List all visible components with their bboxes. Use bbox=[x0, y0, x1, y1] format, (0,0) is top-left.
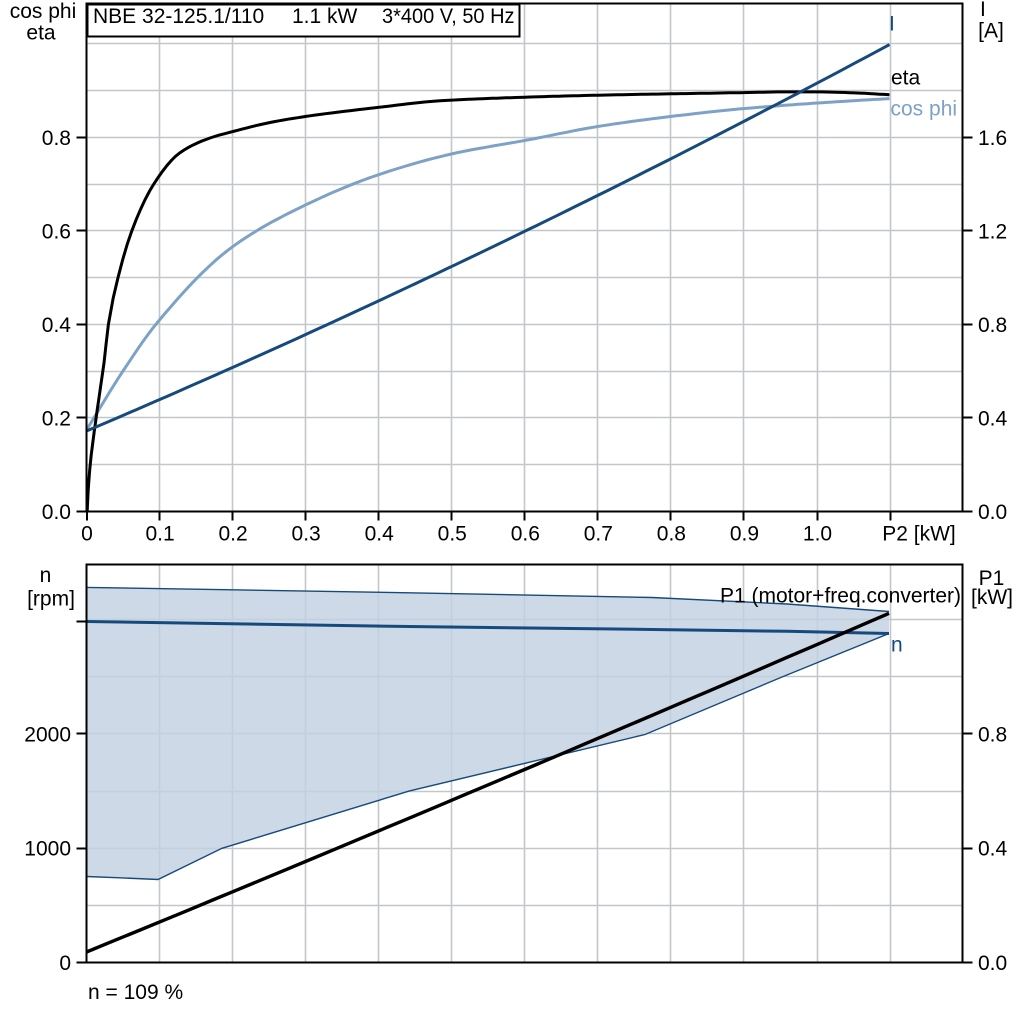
svg-text:I: I bbox=[889, 13, 895, 36]
svg-text:1000: 1000 bbox=[24, 838, 71, 861]
svg-text:0.0: 0.0 bbox=[42, 501, 71, 524]
svg-text:0.4: 0.4 bbox=[42, 314, 72, 337]
svg-text:0: 0 bbox=[59, 952, 71, 975]
svg-text:eta: eta bbox=[26, 22, 56, 45]
svg-text:0.8: 0.8 bbox=[978, 724, 1007, 747]
svg-text:0.2: 0.2 bbox=[218, 523, 247, 546]
svg-text:n: n bbox=[40, 564, 52, 587]
svg-text:1.0: 1.0 bbox=[803, 523, 832, 546]
svg-text:0.6: 0.6 bbox=[42, 220, 71, 243]
svg-text:cos phi: cos phi bbox=[891, 98, 958, 121]
svg-text:0.1: 0.1 bbox=[145, 523, 174, 546]
svg-text:n: n bbox=[891, 634, 903, 657]
svg-text:2000: 2000 bbox=[24, 724, 71, 747]
svg-text:[A]: [A] bbox=[978, 20, 1004, 43]
svg-text:0.2: 0.2 bbox=[42, 407, 71, 430]
svg-text:1.2: 1.2 bbox=[978, 220, 1007, 243]
svg-text:n = 109 %: n = 109 % bbox=[88, 981, 183, 1004]
svg-text:[kW]: [kW] bbox=[971, 586, 1013, 609]
svg-text:0.4: 0.4 bbox=[978, 407, 1008, 430]
svg-text:1.6: 1.6 bbox=[978, 127, 1007, 150]
svg-text:cos phi: cos phi bbox=[10, 0, 77, 23]
svg-text:P1: P1 bbox=[979, 567, 1005, 590]
svg-text:0.6: 0.6 bbox=[511, 523, 540, 546]
svg-text:0.4: 0.4 bbox=[978, 838, 1008, 861]
svg-text:0: 0 bbox=[81, 523, 93, 546]
svg-text:0.5: 0.5 bbox=[438, 523, 467, 546]
svg-text:P2 [kW]: P2 [kW] bbox=[882, 523, 956, 546]
svg-text:eta: eta bbox=[891, 67, 921, 90]
svg-text:P1 (motor+freq.converter): P1 (motor+freq.converter) bbox=[720, 585, 961, 608]
svg-text:0.8: 0.8 bbox=[42, 127, 71, 150]
svg-text:0.4: 0.4 bbox=[365, 523, 395, 546]
svg-text:[rpm]: [rpm] bbox=[27, 588, 75, 611]
svg-text:0.0: 0.0 bbox=[978, 501, 1007, 524]
svg-text:0.8: 0.8 bbox=[978, 314, 1007, 337]
svg-text:0.0: 0.0 bbox=[978, 952, 1007, 975]
svg-text:0.3: 0.3 bbox=[292, 523, 321, 546]
svg-text:0.9: 0.9 bbox=[730, 523, 759, 546]
svg-text:0.8: 0.8 bbox=[657, 523, 686, 546]
svg-text:I: I bbox=[980, 0, 986, 21]
svg-text:0.7: 0.7 bbox=[584, 523, 613, 546]
